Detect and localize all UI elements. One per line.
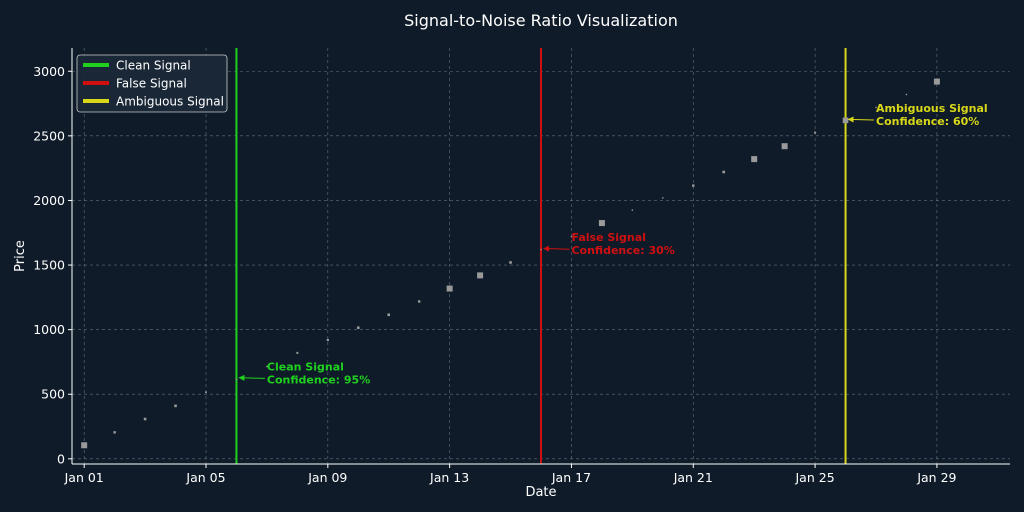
data-point	[842, 117, 849, 124]
data-point	[509, 261, 512, 264]
x-tick-label: Jan 09	[307, 470, 347, 485]
legend-box	[76, 54, 228, 113]
y-tick-label: 500	[41, 387, 65, 402]
legend-label: Clean Signal	[116, 59, 191, 73]
data-point	[933, 78, 940, 85]
data-point	[781, 143, 788, 150]
data-point	[174, 404, 177, 408]
x-tick-label: Jan 21	[673, 470, 713, 485]
chart-title: Signal-to-Noise Ratio Visualization	[404, 11, 678, 30]
data-point	[205, 391, 207, 394]
data-point	[143, 417, 147, 421]
data-points	[81, 78, 940, 449]
data-point	[598, 220, 605, 227]
y-axis-label: Price	[13, 240, 28, 272]
data-point	[326, 338, 329, 342]
annotation-confidence: Confidence: 30%	[571, 244, 674, 257]
annotation-arrow	[847, 116, 875, 123]
annotation-confidence: Confidence: 95%	[267, 373, 370, 386]
annotation-arrow	[543, 245, 570, 252]
data-point	[296, 351, 299, 354]
x-tick-label: Jan 29	[916, 470, 956, 485]
x-tick-label: Jan 13	[429, 470, 469, 485]
data-point	[814, 131, 817, 134]
axis-ticks: Jan 01 Jan 05 Jan 09 Jan 13 Jan 17 Jan 21 Jan …	[33, 64, 956, 485]
data-point	[722, 170, 726, 174]
data-point	[81, 442, 88, 449]
x-tick-label: Jan 25	[795, 470, 835, 485]
legend-label: Ambiguous Signal	[116, 95, 224, 109]
data-point	[631, 209, 634, 211]
x-tick-label: Jan 05	[185, 470, 225, 485]
annotation-title: False Signal	[571, 231, 646, 244]
signal-lines	[235, 48, 847, 464]
annotation-arrow	[238, 374, 265, 381]
data-point	[266, 365, 268, 368]
data-point	[477, 272, 484, 279]
data-point	[875, 106, 877, 109]
annotation-title: Ambiguous Signal	[876, 102, 988, 115]
x-tick-label: Jan 17	[551, 470, 591, 485]
data-point	[751, 156, 758, 163]
y-tick-label: 2000	[33, 193, 65, 208]
y-tick-label: 2500	[33, 128, 65, 143]
data-point	[446, 285, 453, 292]
data-point	[662, 197, 664, 199]
data-point	[356, 326, 360, 330]
data-point	[113, 431, 116, 434]
legend: Clean Signal False Signal Ambiguous Signal	[76, 54, 228, 113]
data-point	[570, 235, 573, 238]
y-tick-label: 1000	[33, 322, 65, 337]
annotation-title: Clean Signal	[267, 360, 344, 373]
data-point	[417, 300, 421, 303]
y-tick-label: 3000	[33, 64, 65, 79]
data-point	[387, 313, 391, 317]
x-axis-label: Date	[525, 485, 556, 500]
annotation-confidence: Confidence: 60%	[876, 115, 979, 128]
x-tick-label: Jan 01	[64, 470, 104, 485]
data-point	[905, 93, 908, 96]
y-tick-label: 1500	[33, 258, 65, 273]
legend-label: False Signal	[116, 77, 187, 91]
y-tick-label: 0	[57, 451, 65, 466]
data-point	[540, 248, 542, 251]
data-point	[692, 184, 695, 187]
data-point	[235, 378, 238, 381]
